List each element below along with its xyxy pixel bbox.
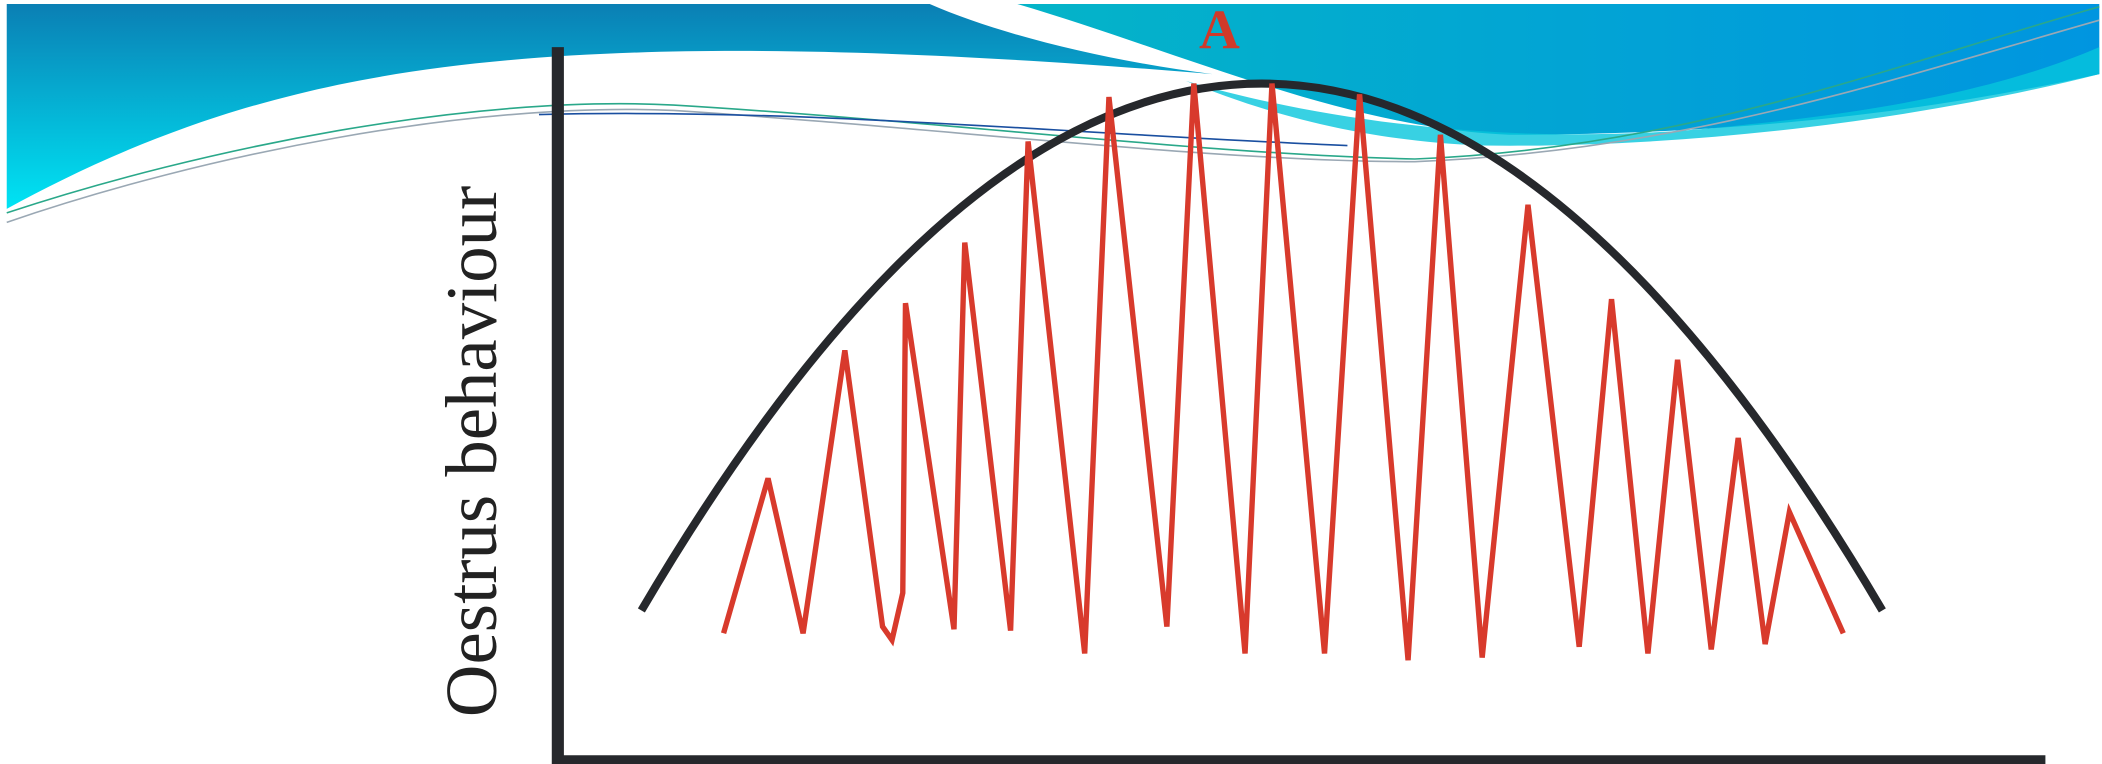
- title: A: [1199, 0, 1240, 62]
- slide: A Oestrus behaviour: [0, 0, 2102, 764]
- thin-line: [539, 113, 1347, 145]
- background-decoration: [7, 4, 2100, 222]
- page: {"title": "A", "y_axis_label": "Oestrus …: [0, 0, 2102, 764]
- right-swoosh: [1017, 4, 2099, 135]
- y-axis-label: Oestrus behaviour: [431, 186, 512, 717]
- oscillation-line: [724, 84, 1844, 661]
